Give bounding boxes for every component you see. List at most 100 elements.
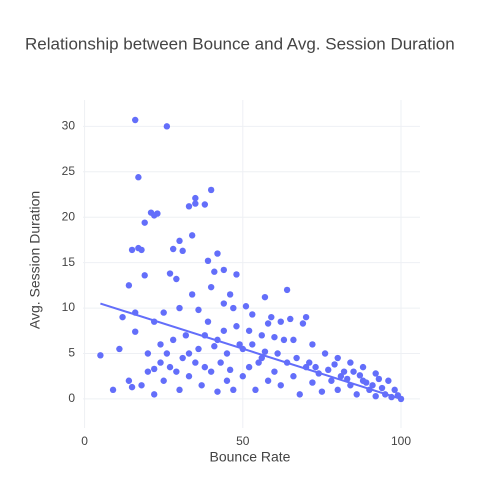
point xyxy=(312,363,319,371)
point xyxy=(160,309,167,316)
point xyxy=(119,313,126,321)
point xyxy=(255,359,262,366)
point xyxy=(290,373,297,380)
point xyxy=(239,373,246,380)
point xyxy=(258,354,265,362)
point xyxy=(192,194,199,202)
point xyxy=(211,268,218,275)
point xyxy=(176,304,183,312)
point xyxy=(372,370,379,377)
point xyxy=(176,237,183,245)
point xyxy=(207,283,215,291)
point xyxy=(375,375,383,383)
point xyxy=(258,332,265,339)
point xyxy=(192,359,199,366)
point xyxy=(166,270,174,277)
point xyxy=(299,320,307,327)
point xyxy=(144,350,152,357)
point xyxy=(280,336,288,344)
point xyxy=(135,174,142,181)
point xyxy=(141,219,148,226)
point xyxy=(350,368,357,375)
point xyxy=(372,392,379,400)
point xyxy=(185,350,193,357)
point xyxy=(328,377,335,384)
point xyxy=(166,363,174,371)
point xyxy=(271,333,278,341)
point xyxy=(359,363,367,371)
chart-title: Relationship between Bounce and Avg. Ses… xyxy=(25,34,455,53)
y-axis-title: Avg. Session Duration xyxy=(27,191,43,329)
point xyxy=(211,343,218,350)
x-tick-label: 0 xyxy=(81,434,88,448)
point xyxy=(207,186,215,194)
point xyxy=(132,116,139,124)
point xyxy=(173,368,180,375)
point xyxy=(223,377,231,384)
point xyxy=(195,306,202,314)
point xyxy=(163,350,171,357)
y-tick-label: 10 xyxy=(62,300,76,314)
point xyxy=(150,365,158,373)
point xyxy=(391,386,398,394)
point xyxy=(287,315,294,323)
point xyxy=(249,311,256,318)
point xyxy=(296,391,303,398)
point xyxy=(271,368,278,375)
point xyxy=(261,293,269,301)
point xyxy=(109,386,117,394)
point xyxy=(176,386,183,394)
point xyxy=(321,350,329,357)
point xyxy=(138,382,145,389)
point xyxy=(268,313,275,321)
point xyxy=(293,354,300,362)
point xyxy=(188,232,196,239)
point xyxy=(141,272,148,279)
point xyxy=(220,266,228,274)
point xyxy=(226,366,234,374)
point xyxy=(353,391,360,398)
point xyxy=(201,201,209,208)
point xyxy=(226,291,234,298)
point xyxy=(173,275,180,283)
point xyxy=(163,123,171,130)
point xyxy=(230,386,237,394)
point xyxy=(245,327,253,334)
point xyxy=(236,341,243,348)
point xyxy=(318,388,326,395)
point xyxy=(128,246,136,254)
point xyxy=(369,382,376,389)
point xyxy=(385,377,392,384)
point xyxy=(214,388,221,395)
y-tick-label: 25 xyxy=(62,164,76,178)
point xyxy=(125,377,133,384)
point xyxy=(204,257,212,265)
point xyxy=(185,373,193,380)
point xyxy=(347,359,354,366)
point xyxy=(198,382,205,389)
point xyxy=(306,359,313,366)
point xyxy=(157,341,164,348)
point xyxy=(302,313,310,321)
point xyxy=(252,386,259,394)
point xyxy=(220,327,228,334)
point xyxy=(325,366,332,374)
point xyxy=(309,341,316,348)
point xyxy=(245,363,253,371)
point xyxy=(331,361,338,368)
point xyxy=(116,345,123,353)
point xyxy=(277,318,284,325)
x-tick-label: 100 xyxy=(391,434,411,448)
point xyxy=(283,286,291,294)
x-tick-label: 50 xyxy=(236,434,250,448)
point xyxy=(214,250,221,257)
point xyxy=(261,348,269,355)
point xyxy=(169,245,177,253)
y-tick-label: 20 xyxy=(62,209,76,223)
point xyxy=(132,328,139,335)
point xyxy=(188,291,196,298)
point xyxy=(128,383,136,391)
point xyxy=(179,247,186,255)
point xyxy=(290,336,297,344)
